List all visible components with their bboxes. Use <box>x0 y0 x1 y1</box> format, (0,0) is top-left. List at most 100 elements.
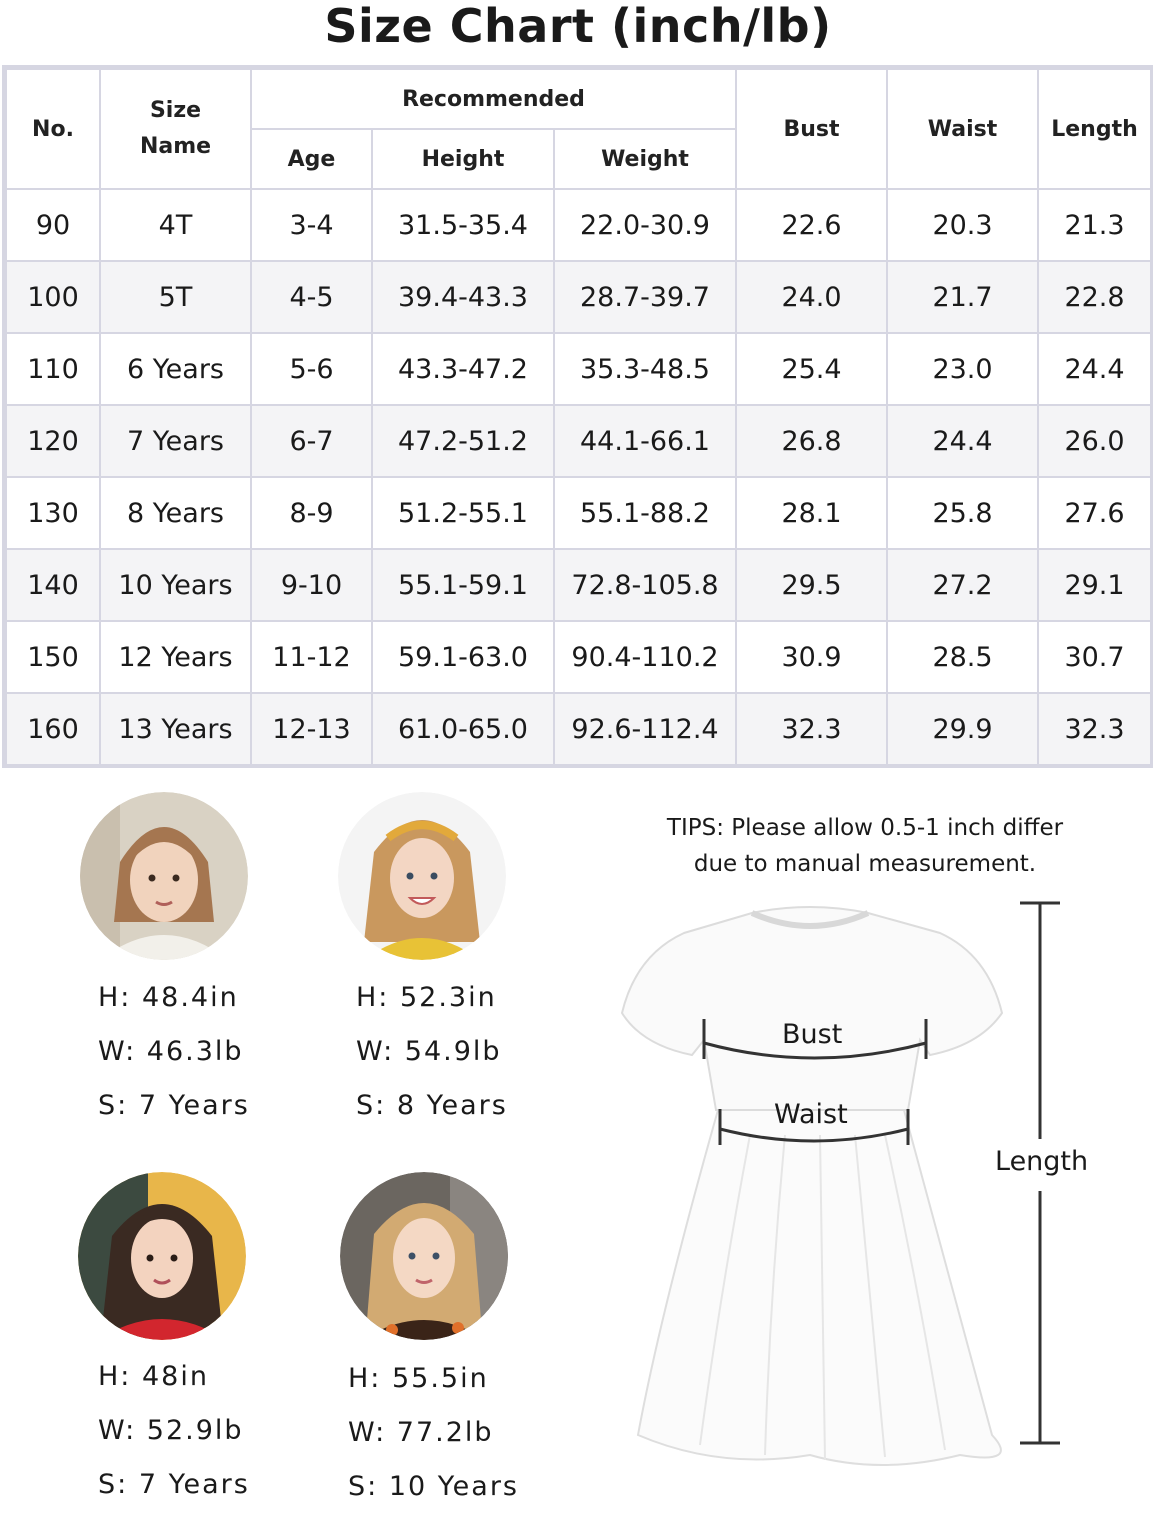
header-bust: Bust <box>735 68 888 190</box>
cell-bust: 22.6 <box>735 188 888 262</box>
table-row: 100 5T 4-5 39.4-43.3 28.7-39.7 24.0 21.7… <box>5 260 1152 334</box>
cell-waist: 28.5 <box>886 620 1039 694</box>
cell-no: 90 <box>5 188 101 262</box>
cell-waist: 20.3 <box>886 188 1039 262</box>
cell-weight: 22.0-30.9 <box>553 188 737 262</box>
cell-age: 4-5 <box>250 260 373 334</box>
model-4-weight: W: 77.2lb <box>348 1417 494 1448</box>
cell-height: 39.4-43.3 <box>371 260 555 334</box>
cell-length: 29.1 <box>1037 548 1152 622</box>
header-weight: Weight <box>553 128 737 190</box>
table-row: 160 13 Years 12-13 61.0-65.0 92.6-112.4 … <box>5 692 1152 766</box>
cell-no: 120 <box>5 404 101 478</box>
model-2-portrait <box>338 792 506 960</box>
cell-no: 100 <box>5 260 101 334</box>
cell-height: 47.2-51.2 <box>371 404 555 478</box>
cell-no: 130 <box>5 476 101 550</box>
cell-height: 51.2-55.1 <box>371 476 555 550</box>
cell-waist: 23.0 <box>886 332 1039 406</box>
model-1-weight: W: 46.3lb <box>98 1036 244 1067</box>
tips-line-2: due to manual measurement. <box>693 851 1037 877</box>
cell-no: 140 <box>5 548 101 622</box>
cell-weight: 35.3-48.5 <box>553 332 737 406</box>
cell-size-name: 13 Years <box>99 692 252 766</box>
waist-label: Waist <box>774 1099 848 1130</box>
model-3-portrait <box>78 1172 246 1340</box>
model-4-portrait <box>340 1172 508 1340</box>
header-waist: Waist <box>886 68 1039 190</box>
cell-bust: 30.9 <box>735 620 888 694</box>
cell-waist: 24.4 <box>886 404 1039 478</box>
cell-bust: 24.0 <box>735 260 888 334</box>
cell-weight: 92.6-112.4 <box>553 692 737 766</box>
model-1-stats: H: 48.4in W: 46.3lb S: 7 Years <box>98 971 250 1133</box>
cell-bust: 25.4 <box>735 332 888 406</box>
cell-length: 27.6 <box>1037 476 1152 550</box>
model-2-stats: H: 52.3in W: 54.9lb S: 8 Years <box>356 971 508 1133</box>
model-4-stats: H: 55.5in W: 77.2lb S: 10 Years <box>348 1352 519 1514</box>
header-length: Length <box>1037 68 1152 190</box>
cell-weight: 44.1-66.1 <box>553 404 737 478</box>
model-2-height: H: 52.3in <box>356 982 497 1013</box>
tips-line-1: TIPS: Please allow 0.5-1 inch differ <box>666 815 1064 841</box>
cell-weight: 90.4-110.2 <box>553 620 737 694</box>
header-recommended: Recommended <box>250 68 737 130</box>
table-row: 150 12 Years 11-12 59.1-63.0 90.4-110.2 … <box>5 620 1152 694</box>
model-2-size: S: 8 Years <box>356 1090 508 1121</box>
header-age: Age <box>250 128 373 190</box>
cell-height: 61.0-65.0 <box>371 692 555 766</box>
measurement-tips: TIPS: Please allow 0.5-1 inch differ due… <box>620 810 1110 882</box>
cell-size-name: 6 Years <box>99 332 252 406</box>
model-photo-2 <box>338 792 506 964</box>
model-3-weight: W: 52.9lb <box>98 1415 244 1446</box>
model-3-size: S: 7 Years <box>98 1469 250 1500</box>
cell-waist: 27.2 <box>886 548 1039 622</box>
cell-age: 11-12 <box>250 620 373 694</box>
cell-bust: 29.5 <box>735 548 888 622</box>
bust-label: Bust <box>782 1019 843 1050</box>
cell-age: 3-4 <box>250 188 373 262</box>
cell-length: 22.8 <box>1037 260 1152 334</box>
cell-length: 30.7 <box>1037 620 1152 694</box>
cell-height: 43.3-47.2 <box>371 332 555 406</box>
cell-no: 110 <box>5 332 101 406</box>
cell-weight: 72.8-105.8 <box>553 548 737 622</box>
cell-waist: 21.7 <box>886 260 1039 334</box>
cell-waist: 25.8 <box>886 476 1039 550</box>
header-no: No. <box>5 68 101 190</box>
header-size-name: Size Name <box>99 68 252 190</box>
table-row: 90 4T 3-4 31.5-35.4 22.0-30.9 22.6 20.3 … <box>5 188 1152 262</box>
dress-illustration <box>620 901 1060 1466</box>
model-1-portrait <box>80 792 248 960</box>
model-1-height: H: 48.4in <box>98 982 239 1013</box>
cell-length: 24.4 <box>1037 332 1152 406</box>
cell-length: 26.0 <box>1037 404 1152 478</box>
cell-age: 8-9 <box>250 476 373 550</box>
table-row: 110 6 Years 5-6 43.3-47.2 35.3-48.5 25.4… <box>5 332 1152 406</box>
cell-no: 150 <box>5 620 101 694</box>
length-label: Length <box>995 1146 1089 1177</box>
cell-age: 9-10 <box>250 548 373 622</box>
model-photo-4 <box>340 1172 508 1344</box>
model-3-height: H: 48in <box>98 1361 209 1392</box>
page-title: Size Chart (inch/lb) <box>324 0 832 53</box>
model-photo-1 <box>80 792 248 964</box>
model-3-stats: H: 48in W: 52.9lb S: 7 Years <box>98 1350 250 1512</box>
model-4-height: H: 55.5in <box>348 1363 489 1394</box>
cell-size-name: 4T <box>99 188 252 262</box>
table-row: 140 10 Years 9-10 55.1-59.1 72.8-105.8 2… <box>5 548 1152 622</box>
cell-waist: 29.9 <box>886 692 1039 766</box>
model-2-weight: W: 54.9lb <box>356 1036 502 1067</box>
model-1-size: S: 7 Years <box>98 1090 250 1121</box>
cell-length: 21.3 <box>1037 188 1152 262</box>
cell-bust: 32.3 <box>735 692 888 766</box>
cell-no: 160 <box>5 692 101 766</box>
cell-age: 5-6 <box>250 332 373 406</box>
cell-weight: 55.1-88.2 <box>553 476 737 550</box>
cell-length: 32.3 <box>1037 692 1152 766</box>
bust-line <box>703 1041 927 1060</box>
cell-size-name: 10 Years <box>99 548 252 622</box>
table-row: 130 8 Years 8-9 51.2-55.1 55.1-88.2 28.1… <box>5 476 1152 550</box>
waist-line <box>719 1127 909 1143</box>
cell-size-name: 12 Years <box>99 620 252 694</box>
